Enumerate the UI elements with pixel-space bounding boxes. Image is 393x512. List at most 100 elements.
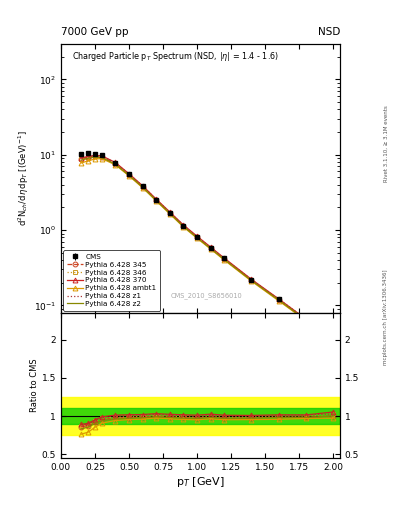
Pythia 6.428 345 — [276, 297, 281, 303]
Pythia 6.428 370 — [140, 183, 145, 189]
Pythia 6.428 370 — [127, 170, 131, 177]
Pythia 6.428 ambt1 — [303, 317, 308, 324]
Pythia 6.428 346 — [303, 316, 308, 323]
Pythia 6.428 345 — [93, 154, 97, 160]
Pythia 6.428 z2 — [303, 317, 308, 323]
Y-axis label: d$^2$N$_{ch}$/d$\eta\,$dp$_T$ [(GeV)$^{-1}$]: d$^2$N$_{ch}$/d$\eta\,$dp$_T$ [(GeV)$^{-… — [17, 130, 31, 226]
Pythia 6.428 346 — [140, 183, 145, 189]
Pythia 6.428 z1 — [195, 233, 199, 240]
Pythia 6.428 ambt1 — [99, 156, 104, 162]
Pythia 6.428 ambt1 — [249, 278, 254, 284]
Pythia 6.428 370 — [167, 209, 172, 215]
Pythia 6.428 345 — [86, 155, 90, 161]
Pythia 6.428 346 — [113, 160, 118, 166]
Text: Charged Particle p$_T$ Spectrum (NSD, $|\eta|$ = 1.4 - 1.6): Charged Particle p$_T$ Spectrum (NSD, $|… — [72, 50, 279, 63]
Pythia 6.428 370 — [99, 153, 104, 159]
Pythia 6.428 346 — [276, 296, 281, 303]
Pythia 6.428 345 — [127, 172, 131, 178]
Pythia 6.428 z2 — [86, 155, 90, 161]
Pythia 6.428 346 — [93, 153, 97, 159]
Pythia 6.428 370 — [303, 316, 308, 322]
Pythia 6.428 345 — [140, 184, 145, 190]
Pythia 6.428 z1 — [140, 183, 145, 189]
Pythia 6.428 346 — [79, 156, 84, 162]
Pythia 6.428 370 — [331, 333, 336, 339]
Pythia 6.428 370 — [249, 276, 254, 283]
Pythia 6.428 370 — [79, 155, 84, 161]
Pythia 6.428 z1 — [113, 160, 118, 166]
Pythia 6.428 346 — [86, 154, 90, 160]
Pythia 6.428 370 — [154, 196, 158, 202]
Line: Pythia 6.428 ambt1: Pythia 6.428 ambt1 — [79, 156, 336, 342]
Line: Pythia 6.428 z2: Pythia 6.428 z2 — [81, 157, 333, 338]
Pythia 6.428 ambt1 — [195, 235, 199, 241]
Line: Pythia 6.428 345: Pythia 6.428 345 — [79, 154, 336, 340]
Pythia 6.428 370 — [113, 159, 118, 165]
Pythia 6.428 370 — [222, 255, 227, 261]
Pythia 6.428 z2 — [222, 257, 227, 263]
Pythia 6.428 ambt1 — [222, 257, 227, 263]
Pythia 6.428 z2 — [167, 210, 172, 217]
Pythia 6.428 370 — [208, 244, 213, 250]
Pythia 6.428 z2 — [140, 184, 145, 190]
Pythia 6.428 345 — [113, 161, 118, 167]
Pythia 6.428 346 — [249, 277, 254, 283]
Pythia 6.428 z1 — [249, 276, 254, 283]
Pythia 6.428 345 — [222, 256, 227, 262]
Pythia 6.428 370 — [276, 296, 281, 302]
Pythia 6.428 370 — [181, 222, 186, 228]
Text: CMS_2010_S8656010: CMS_2010_S8656010 — [170, 292, 242, 299]
Pythia 6.428 z1 — [127, 171, 131, 177]
Pythia 6.428 z1 — [99, 153, 104, 159]
Pythia 6.428 z2 — [208, 245, 213, 251]
Pythia 6.428 346 — [167, 210, 172, 216]
Pythia 6.428 ambt1 — [127, 173, 131, 179]
Pythia 6.428 370 — [93, 153, 97, 159]
Pythia 6.428 z2 — [93, 154, 97, 160]
Pythia 6.428 z1 — [86, 154, 90, 160]
Bar — [61, 397, 340, 435]
Bar — [61, 409, 340, 424]
Line: Pythia 6.428 346: Pythia 6.428 346 — [79, 154, 336, 339]
Pythia 6.428 z2 — [99, 155, 104, 161]
Pythia 6.428 345 — [154, 197, 158, 203]
Pythia 6.428 z1 — [79, 155, 84, 161]
Pythia 6.428 ambt1 — [79, 160, 84, 166]
Pythia 6.428 370 — [195, 233, 199, 239]
Text: NSD: NSD — [318, 27, 340, 37]
Pythia 6.428 ambt1 — [167, 211, 172, 217]
Pythia 6.428 z1 — [93, 153, 97, 159]
Pythia 6.428 370 — [86, 154, 90, 160]
Pythia 6.428 z2 — [276, 297, 281, 303]
Pythia 6.428 346 — [222, 256, 227, 262]
Pythia 6.428 z1 — [331, 334, 336, 340]
Pythia 6.428 345 — [181, 223, 186, 229]
Pythia 6.428 z2 — [331, 335, 336, 341]
Pythia 6.428 ambt1 — [154, 198, 158, 204]
Pythia 6.428 z1 — [181, 222, 186, 228]
Pythia 6.428 345 — [303, 317, 308, 323]
Pythia 6.428 z2 — [79, 157, 84, 163]
Text: mcplots.cern.ch [arXiv:1306.3436]: mcplots.cern.ch [arXiv:1306.3436] — [384, 270, 388, 365]
Pythia 6.428 346 — [154, 197, 158, 203]
Y-axis label: Ratio to CMS: Ratio to CMS — [30, 359, 39, 412]
Pythia 6.428 ambt1 — [86, 158, 90, 164]
Pythia 6.428 z2 — [181, 223, 186, 229]
Pythia 6.428 ambt1 — [331, 336, 336, 342]
Pythia 6.428 346 — [127, 172, 131, 178]
Pythia 6.428 z2 — [249, 278, 254, 284]
Pythia 6.428 z2 — [113, 161, 118, 167]
Text: Rivet 3.1.10, ≥ 3.1M events: Rivet 3.1.10, ≥ 3.1M events — [384, 105, 388, 182]
Text: 7000 GeV pp: 7000 GeV pp — [61, 27, 129, 37]
Pythia 6.428 z1 — [303, 316, 308, 322]
Pythia 6.428 ambt1 — [140, 185, 145, 191]
Pythia 6.428 z1 — [154, 196, 158, 202]
Pythia 6.428 ambt1 — [208, 246, 213, 252]
Pythia 6.428 z2 — [154, 197, 158, 203]
Line: Pythia 6.428 370: Pythia 6.428 370 — [79, 153, 336, 338]
X-axis label: p$_T$ [GeV]: p$_T$ [GeV] — [176, 475, 225, 489]
Pythia 6.428 346 — [331, 334, 336, 340]
Pythia 6.428 346 — [181, 223, 186, 229]
Pythia 6.428 ambt1 — [93, 156, 97, 162]
Pythia 6.428 z1 — [276, 296, 281, 302]
